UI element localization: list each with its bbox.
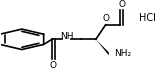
Text: O: O bbox=[50, 61, 57, 70]
Polygon shape bbox=[96, 39, 109, 55]
Text: HCl: HCl bbox=[139, 13, 155, 23]
Text: O: O bbox=[118, 1, 125, 9]
Text: NH₂: NH₂ bbox=[114, 49, 131, 58]
Text: O: O bbox=[102, 14, 109, 23]
Text: NH: NH bbox=[60, 32, 73, 41]
